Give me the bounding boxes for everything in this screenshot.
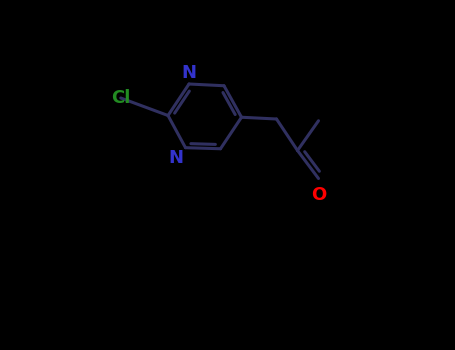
Text: Cl: Cl [111,89,131,107]
Text: N: N [182,64,197,82]
Text: O: O [311,186,326,203]
Text: N: N [169,149,184,167]
